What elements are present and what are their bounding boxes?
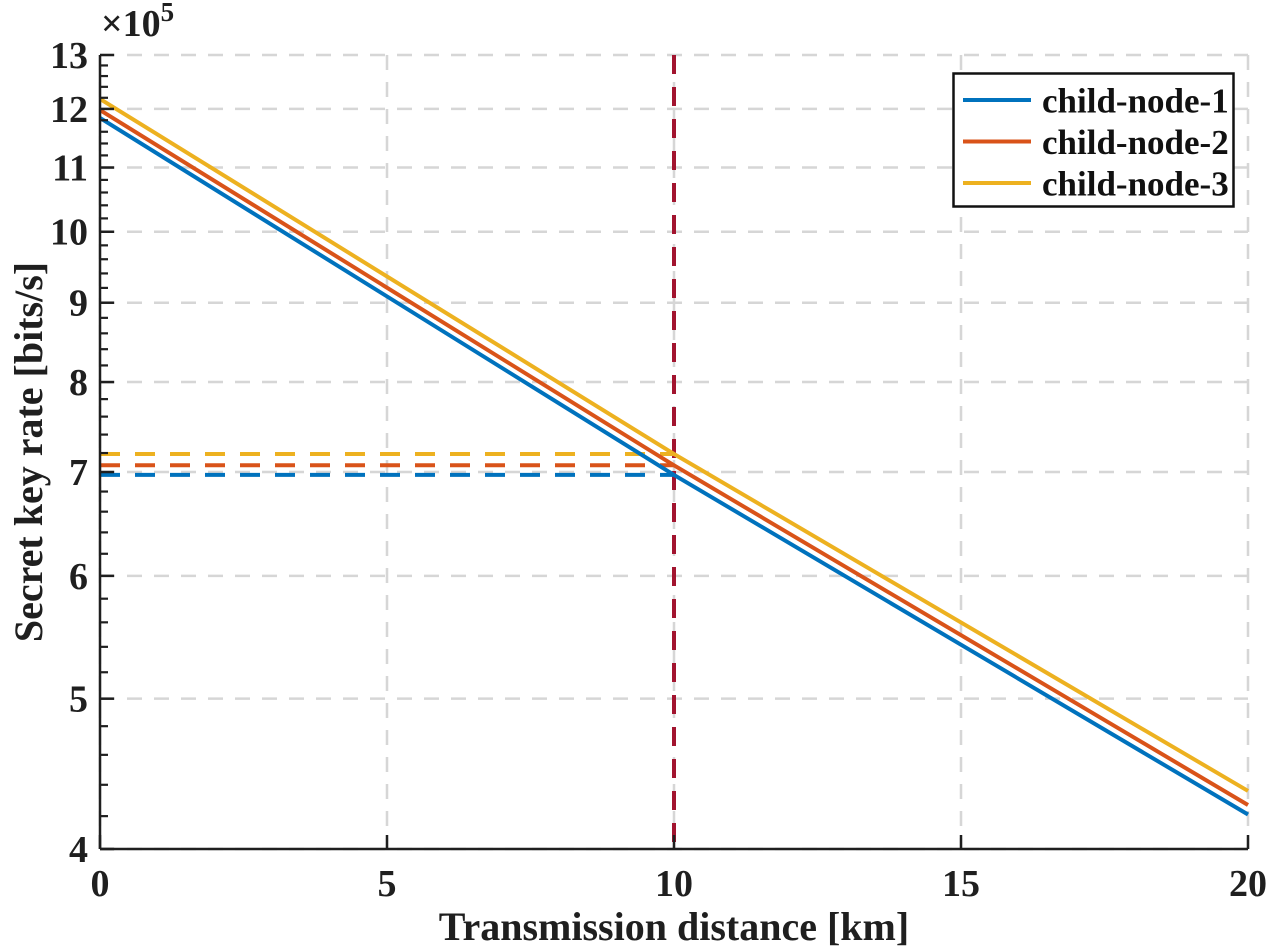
x-tick-label: 5 — [378, 863, 397, 905]
y-axis-multiplier-base: ×10 — [101, 3, 161, 45]
legend-label-child-node-2: child-node-2 — [1042, 123, 1229, 162]
x-tick-label: 10 — [655, 863, 693, 905]
series-line-child-node-3 — [98, 97, 1250, 793]
y-tick-label: 7 — [69, 452, 88, 494]
y-tick-label: 9 — [69, 283, 88, 325]
series-lines — [98, 97, 1250, 817]
y-tick-label: 11 — [52, 148, 88, 190]
y-tick-label: 8 — [69, 362, 88, 404]
y-tick-label: 5 — [69, 679, 88, 721]
y-axis-multiplier: ×105 — [101, 0, 174, 45]
series-line-child-node-2 — [98, 108, 1250, 807]
series-line-child-node-1 — [98, 116, 1250, 817]
legend-label-child-node-3: child-node-3 — [1042, 165, 1229, 204]
legend-label-child-node-1: child-node-1 — [1042, 82, 1229, 121]
y-tick-label: 6 — [69, 556, 88, 598]
x-tick-label: 20 — [1229, 863, 1267, 905]
y-tick-label: 10 — [50, 212, 88, 254]
y-tick-label: 13 — [50, 35, 88, 77]
y-tick-label: 12 — [50, 89, 88, 131]
tick-labels: 4 5 6 7 8 9 10 11 12 13 0 5 10 15 20 — [50, 35, 1267, 905]
y-axis-multiplier-exponent: 5 — [161, 0, 175, 27]
x-tick-label: 15 — [942, 863, 980, 905]
x-axis-label: Transmission distance [km] — [439, 904, 909, 949]
axes — [98, 53, 1250, 851]
y-tick-label: 4 — [69, 829, 88, 871]
y-axis-label: Secret key rate [bits/s] — [6, 262, 51, 642]
x-tick-label: 0 — [91, 863, 110, 905]
